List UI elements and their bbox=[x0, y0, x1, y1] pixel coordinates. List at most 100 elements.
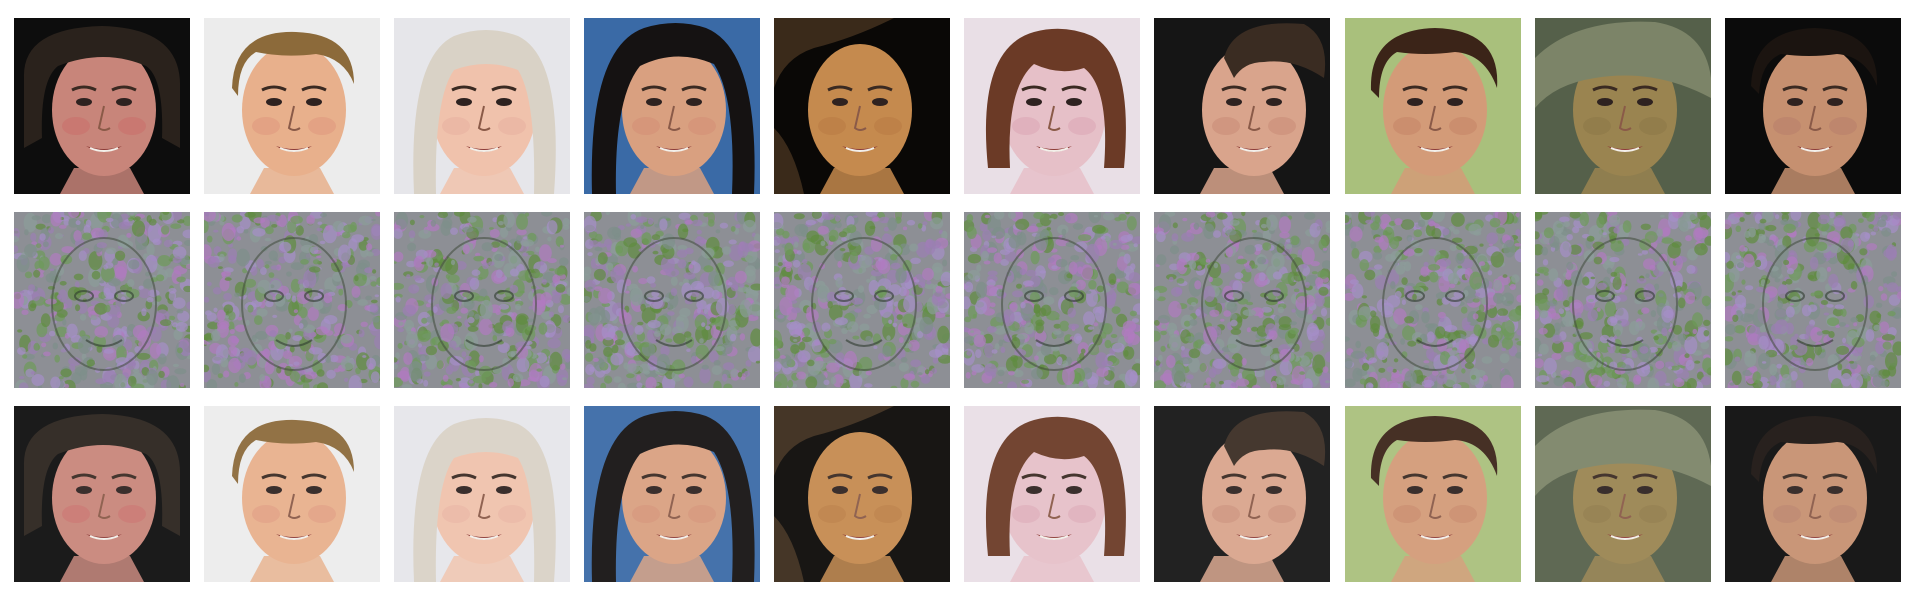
edge-eye-left bbox=[74, 290, 94, 302]
left-brow bbox=[1782, 473, 1808, 480]
right-eye bbox=[496, 486, 512, 494]
noise-image bbox=[1535, 212, 1711, 388]
left-eye bbox=[1226, 486, 1242, 494]
neck bbox=[440, 168, 524, 194]
nose bbox=[97, 493, 111, 519]
face-image bbox=[774, 18, 950, 194]
neck bbox=[1391, 168, 1475, 194]
hair-shape bbox=[23, 26, 181, 148]
right-brow bbox=[681, 85, 707, 92]
smoothing-overlay bbox=[1725, 406, 1901, 582]
face-image bbox=[1345, 18, 1521, 194]
tile-reconstruction-10 bbox=[1725, 406, 1901, 582]
noise-image bbox=[1345, 212, 1521, 388]
right-eye bbox=[1266, 486, 1282, 494]
right-eye bbox=[686, 98, 702, 106]
hair-shape bbox=[1751, 28, 1878, 94]
tile-perturbation-noise-10 bbox=[1725, 212, 1901, 388]
edge-eye-left bbox=[1405, 290, 1425, 302]
left-cheek bbox=[632, 505, 660, 523]
left-eye bbox=[1026, 486, 1042, 494]
face-image bbox=[14, 406, 190, 582]
edge-face bbox=[811, 237, 917, 371]
face-image bbox=[394, 18, 570, 194]
left-brow bbox=[641, 473, 667, 480]
edge-eye-right bbox=[114, 290, 134, 302]
nose bbox=[667, 493, 681, 519]
neck bbox=[1581, 168, 1665, 194]
edge-eye-right bbox=[1825, 290, 1845, 302]
edge-face bbox=[1001, 237, 1107, 371]
left-eye bbox=[832, 98, 848, 106]
left-brow bbox=[1592, 85, 1618, 92]
neck bbox=[60, 556, 144, 582]
neck bbox=[250, 556, 334, 582]
nose bbox=[1618, 493, 1632, 519]
smoothing-overlay bbox=[1535, 406, 1711, 582]
edge-face bbox=[51, 237, 157, 371]
right-cheek bbox=[118, 505, 146, 523]
right-eye bbox=[1447, 486, 1463, 494]
tile-original-9 bbox=[1535, 18, 1711, 194]
face-image bbox=[1154, 18, 1330, 194]
face-image bbox=[1725, 406, 1901, 582]
right-eye bbox=[116, 486, 132, 494]
left-cheek bbox=[818, 505, 846, 523]
face-image bbox=[584, 18, 760, 194]
edge-face bbox=[1201, 237, 1307, 371]
edge-eye-left bbox=[834, 290, 854, 302]
right-brow bbox=[1261, 473, 1287, 480]
hair-shape bbox=[1224, 23, 1326, 78]
right-eye bbox=[1447, 98, 1463, 106]
right-brow bbox=[111, 85, 137, 92]
teeth bbox=[1800, 147, 1830, 152]
right-brow bbox=[301, 473, 327, 480]
hair-shape bbox=[774, 18, 894, 194]
tile-reconstruction-3 bbox=[394, 406, 570, 582]
teeth bbox=[89, 147, 119, 152]
right-cheek bbox=[498, 505, 526, 523]
noise-image bbox=[774, 212, 950, 388]
face-image bbox=[394, 406, 570, 582]
teeth bbox=[1420, 147, 1450, 152]
noise-image bbox=[204, 212, 380, 388]
left-brow bbox=[1592, 473, 1618, 480]
edge-face bbox=[431, 237, 537, 371]
smoothing-overlay bbox=[964, 406, 1140, 582]
left-brow bbox=[1402, 473, 1428, 480]
left-brow bbox=[641, 85, 667, 92]
right-cheek bbox=[1268, 505, 1296, 523]
hair-shape bbox=[985, 28, 1126, 168]
noise-speckles bbox=[394, 212, 570, 388]
left-eye bbox=[76, 486, 92, 494]
left-brow bbox=[1402, 85, 1428, 92]
right-cheek bbox=[1449, 117, 1477, 135]
nose bbox=[477, 493, 491, 519]
smoothing-overlay bbox=[14, 406, 190, 582]
teeth bbox=[1039, 535, 1069, 540]
tile-reconstruction-7 bbox=[1154, 406, 1330, 582]
left-cheek bbox=[632, 117, 660, 135]
tile-original-3 bbox=[394, 18, 570, 194]
tile-original-4 bbox=[584, 18, 760, 194]
left-brow bbox=[261, 85, 287, 92]
right-cheek bbox=[118, 117, 146, 135]
edge-mouth bbox=[1416, 339, 1454, 347]
hair-shape bbox=[23, 414, 181, 536]
right-cheek bbox=[1829, 117, 1857, 135]
edge-eye-right bbox=[1445, 290, 1465, 302]
tile-original-10 bbox=[1725, 18, 1901, 194]
hair-shape bbox=[774, 406, 894, 582]
left-eye bbox=[1597, 486, 1613, 494]
right-brow bbox=[1061, 85, 1087, 92]
left-brow bbox=[261, 473, 287, 480]
edge-mouth bbox=[655, 339, 693, 347]
hair-shape bbox=[1370, 416, 1498, 486]
neck bbox=[1771, 556, 1855, 582]
nose bbox=[1247, 493, 1261, 519]
hair-shape bbox=[232, 419, 354, 484]
teeth bbox=[659, 147, 689, 152]
left-cheek bbox=[252, 505, 280, 523]
edge-eye-right bbox=[304, 290, 324, 302]
